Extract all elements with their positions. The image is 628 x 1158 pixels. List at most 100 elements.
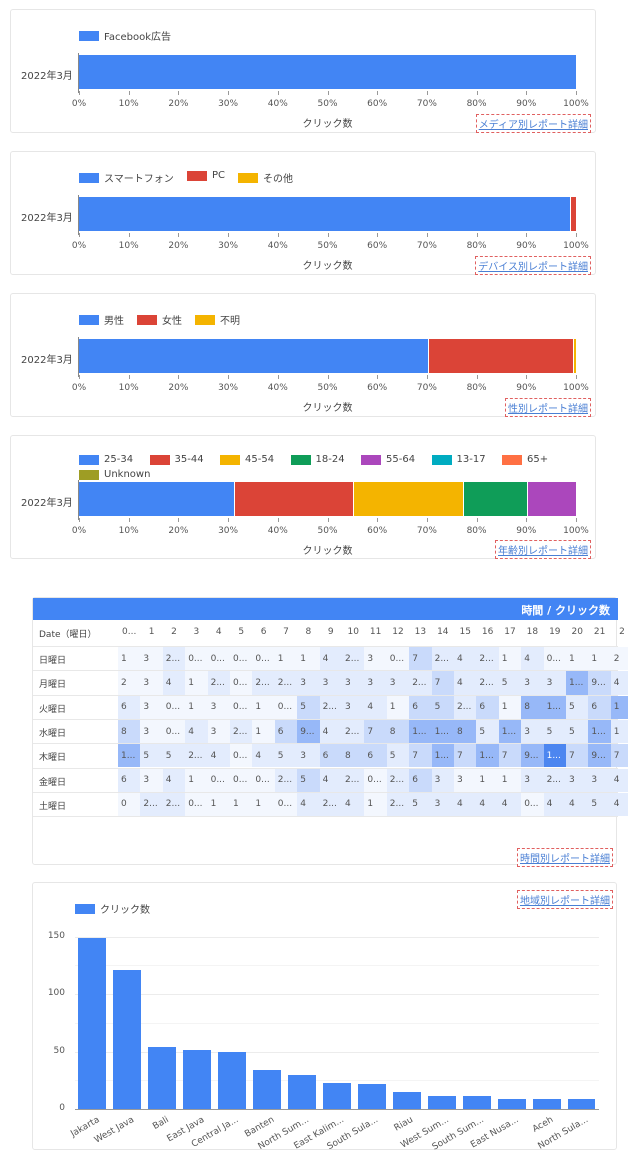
- report-detail-link[interactable]: メディア別レポート詳細: [475, 114, 591, 133]
- heatmap-cell: 9...: [588, 671, 611, 695]
- heatmap-cell: 5: [162, 744, 186, 768]
- heatmap-cell: 3: [566, 768, 589, 792]
- legend-swatch: [187, 170, 207, 181]
- heatmap-hour-header: 17: [504, 627, 516, 637]
- stacked-bar: [79, 339, 576, 373]
- report-detail-link[interactable]: 年齢別レポート詳細: [495, 540, 591, 559]
- heatmap-cell: 1: [230, 792, 253, 817]
- bar-segment: [79, 339, 430, 373]
- region-report-link[interactable]: 地域別レポート詳細: [517, 890, 613, 909]
- heatmap-cell: 1...: [566, 671, 589, 695]
- bar-row-label: 2022年3月: [21, 213, 73, 224]
- heatmap-cell: 7: [364, 719, 387, 744]
- x-tick-label: 50%: [317, 526, 338, 536]
- heatmap-cell: 7: [409, 744, 432, 768]
- heatmap-cell: 4: [162, 768, 186, 792]
- x-tick-mark: [576, 518, 577, 522]
- legend-label: Facebook広告: [104, 32, 171, 43]
- x-tick-label: 40%: [267, 99, 288, 109]
- legend-item: Facebook広告: [79, 28, 171, 43]
- heatmap-cell: 3: [342, 671, 365, 695]
- heatmap-cell: 1...: [588, 719, 611, 744]
- bar-segment: [571, 197, 576, 231]
- bar-segment: [234, 482, 354, 516]
- x-tick-label: 40%: [267, 241, 288, 251]
- heatmap-cell: 0...: [274, 792, 298, 817]
- heatmap-day-label: 日曜日: [39, 656, 67, 666]
- x-tick-mark: [426, 91, 428, 95]
- heatmap-cell: 1...: [476, 744, 499, 768]
- x-tick-label: 20%: [168, 99, 189, 109]
- heatmap-row-divider: [33, 816, 618, 818]
- legend-swatch: [290, 454, 311, 465]
- y-tick-label: 150: [47, 930, 65, 941]
- heatmap-cell: 0...: [207, 768, 230, 792]
- x-tick-mark: [377, 91, 379, 95]
- hourly-report-link[interactable]: 時間別レポート詳細: [517, 848, 613, 867]
- region-bar: [183, 1050, 212, 1109]
- bar-segment: [464, 482, 529, 516]
- y-axis-line: [78, 480, 79, 520]
- x-tick-label: 60%: [367, 241, 388, 251]
- heatmap-cell: 2...: [162, 792, 186, 817]
- heatmap-hour-header: 19: [549, 627, 561, 637]
- heatmap-cell: 3: [588, 768, 611, 792]
- report-detail-link[interactable]: 性別レポート詳細: [505, 398, 591, 417]
- x-category-label: Riau: [393, 1115, 416, 1134]
- legend-item: 65+: [502, 454, 548, 465]
- legend-label: PC: [212, 170, 226, 181]
- heatmap-cell: 0...: [543, 647, 566, 671]
- heatmap-cell: 4: [319, 768, 342, 792]
- heatmap-cell: 4: [498, 792, 522, 817]
- heatmap-hour-header: 10: [347, 627, 359, 637]
- x-tick-label: 70%: [416, 383, 437, 393]
- legend-label: 45-54: [245, 454, 275, 465]
- heatmap-cell: 2: [610, 647, 628, 671]
- x-tick-label: 30%: [218, 99, 239, 109]
- x-tick-mark: [79, 375, 80, 379]
- heatmap-hour-header: 18: [526, 627, 539, 637]
- heatmap-cell: 1: [274, 647, 298, 671]
- heatmap-cell: 6: [409, 695, 432, 719]
- x-tick-label: 50%: [317, 241, 338, 251]
- x-tick-label: 10%: [118, 383, 139, 393]
- legend-label: 18-24: [315, 454, 345, 465]
- x-tick-label: 0%: [71, 383, 87, 393]
- heatmap-cell: 3: [140, 671, 163, 695]
- heatmap-cell: 0...: [230, 647, 253, 671]
- legend-swatch: [431, 454, 452, 465]
- heatmap-cell: 3: [319, 671, 342, 695]
- y-axis-line: [78, 53, 79, 93]
- x-tick-mark: [79, 518, 80, 522]
- stacked-bar-card: 25-34 35-44 45-54 18-24 55-64 13-17 65+ Unknown…: [10, 435, 596, 559]
- x-tick-mark: [476, 91, 478, 95]
- heatmap-cell: 0...: [521, 792, 544, 817]
- legend-label: 女性: [162, 316, 182, 327]
- x-tick-mark: [327, 375, 329, 379]
- heatmap-cell: 6: [409, 768, 432, 792]
- heatmap-cell: 2...: [274, 671, 298, 695]
- region-bar: [253, 1069, 282, 1109]
- heatmap-cell: 5: [566, 695, 589, 719]
- heatmap-day-label: 月曜日: [39, 680, 67, 691]
- heatmap-cell: 8: [342, 744, 365, 768]
- x-tick-label: 60%: [367, 383, 388, 393]
- heatmap-hour-header: 4: [215, 627, 222, 637]
- hour-heatmap-card: 時間 / クリック数 Date（曜日） 0... 1 2 3 4 5 6 7 8 9 10 11 12 13…: [32, 597, 628, 867]
- report-detail-link[interactable]: デバイス別レポート詳細: [475, 256, 591, 275]
- region-bar: [218, 1051, 247, 1109]
- heatmap-cell: 3: [364, 647, 387, 671]
- heatmap-cell: 2...: [162, 647, 186, 671]
- heatmap-cell: 5: [588, 792, 611, 817]
- heatmap-cell: 2...: [140, 792, 163, 817]
- x-tick-mark: [576, 233, 577, 237]
- heatmap-cell: 1: [185, 695, 208, 719]
- legend-item: 55-64: [361, 454, 415, 465]
- heatmap-cell: 0...: [230, 768, 253, 792]
- heatmap-cell: 0...: [162, 695, 186, 719]
- legend-item: 男性: [79, 312, 124, 327]
- heatmap-hour-header: 15: [459, 627, 471, 637]
- heatmap-cell: 3: [297, 671, 320, 695]
- heatmap-cell: 1: [207, 792, 230, 817]
- heatmap-cell: 2...: [454, 695, 477, 719]
